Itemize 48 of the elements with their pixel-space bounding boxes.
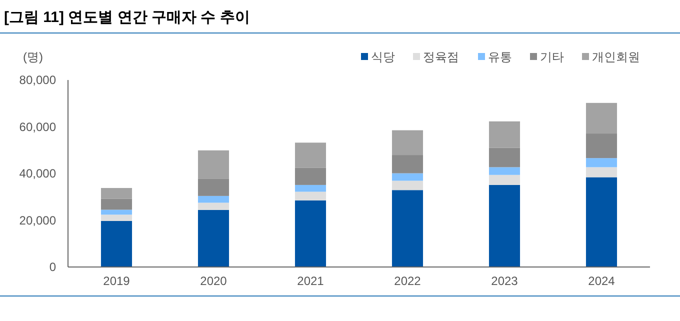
x-tick-label: 2020	[200, 274, 228, 288]
x-tick-label: 2021	[297, 274, 324, 288]
bar	[586, 177, 618, 267]
y-tick-label: 0	[49, 260, 56, 274]
chart-title: [그림 11] 연도별 연간 구매자 수 추이	[4, 9, 250, 26]
x-tick-label: 2019	[103, 274, 130, 288]
bar	[294, 142, 326, 168]
bar	[198, 150, 230, 179]
legend-label: 정육점	[423, 50, 459, 64]
bar	[198, 210, 230, 267]
bar	[294, 184, 326, 192]
y-tick-label: 60,000	[19, 120, 56, 134]
bar	[392, 130, 424, 156]
bar	[392, 155, 424, 174]
bar	[294, 200, 326, 267]
bar	[488, 121, 520, 148]
legend-label: 개인회원	[592, 50, 640, 64]
y-tick-label: 80,000	[19, 73, 56, 88]
bar	[198, 196, 230, 203]
x-tick-label: 2024	[588, 274, 616, 288]
y-axis-title: (명)	[23, 50, 43, 64]
bar	[100, 210, 132, 215]
bar	[586, 134, 618, 158]
bar	[294, 168, 326, 185]
x-tick-label: 2022	[394, 274, 422, 288]
legend-label: 유통	[488, 50, 512, 64]
legend-label: 식당	[371, 50, 395, 64]
bar	[100, 220, 132, 267]
x-tick-label: 2023	[491, 274, 518, 288]
bar	[488, 174, 520, 185]
bar	[294, 192, 326, 200]
bar	[586, 167, 618, 178]
bar	[488, 167, 520, 175]
bar	[198, 202, 230, 210]
legend-label: 기타	[540, 50, 564, 64]
bar	[488, 148, 520, 168]
bar	[100, 214, 132, 221]
y-tick-label: 20,000	[19, 213, 56, 228]
y-tick-label: 40,000	[19, 166, 56, 181]
bar	[198, 178, 230, 196]
bar	[488, 184, 520, 267]
bar	[586, 102, 618, 134]
bar	[586, 158, 618, 168]
bar	[392, 180, 424, 190]
bar	[392, 173, 424, 181]
bar	[392, 190, 424, 267]
bar	[100, 198, 132, 210]
bar	[100, 188, 132, 199]
